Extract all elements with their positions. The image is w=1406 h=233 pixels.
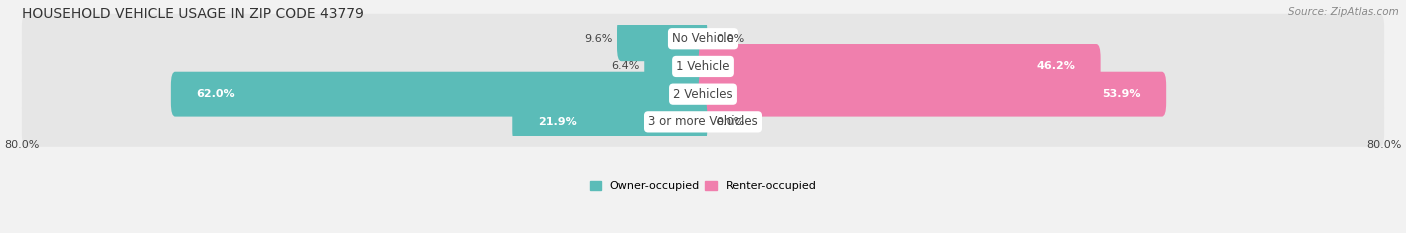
FancyBboxPatch shape (22, 69, 1384, 119)
Text: 46.2%: 46.2% (1036, 62, 1076, 72)
Text: No Vehicle: No Vehicle (672, 32, 734, 45)
Legend: Owner-occupied, Renter-occupied: Owner-occupied, Renter-occupied (589, 181, 817, 191)
Text: 62.0%: 62.0% (197, 89, 235, 99)
Text: 9.6%: 9.6% (585, 34, 613, 44)
Text: 0.0%: 0.0% (716, 34, 744, 44)
Text: 6.4%: 6.4% (612, 62, 640, 72)
FancyBboxPatch shape (699, 72, 1166, 116)
Text: 3 or more Vehicles: 3 or more Vehicles (648, 115, 758, 128)
FancyBboxPatch shape (644, 44, 707, 89)
Text: Source: ZipAtlas.com: Source: ZipAtlas.com (1288, 7, 1399, 17)
FancyBboxPatch shape (617, 16, 707, 61)
Text: 53.9%: 53.9% (1102, 89, 1140, 99)
FancyBboxPatch shape (172, 72, 707, 116)
FancyBboxPatch shape (512, 99, 707, 144)
FancyBboxPatch shape (22, 41, 1384, 91)
Text: HOUSEHOLD VEHICLE USAGE IN ZIP CODE 43779: HOUSEHOLD VEHICLE USAGE IN ZIP CODE 4377… (22, 7, 364, 21)
FancyBboxPatch shape (699, 44, 1101, 89)
Text: 2 Vehicles: 2 Vehicles (673, 88, 733, 101)
FancyBboxPatch shape (22, 14, 1384, 64)
Text: 21.9%: 21.9% (538, 117, 576, 127)
Text: 1 Vehicle: 1 Vehicle (676, 60, 730, 73)
Text: 0.0%: 0.0% (716, 117, 744, 127)
FancyBboxPatch shape (22, 97, 1384, 147)
